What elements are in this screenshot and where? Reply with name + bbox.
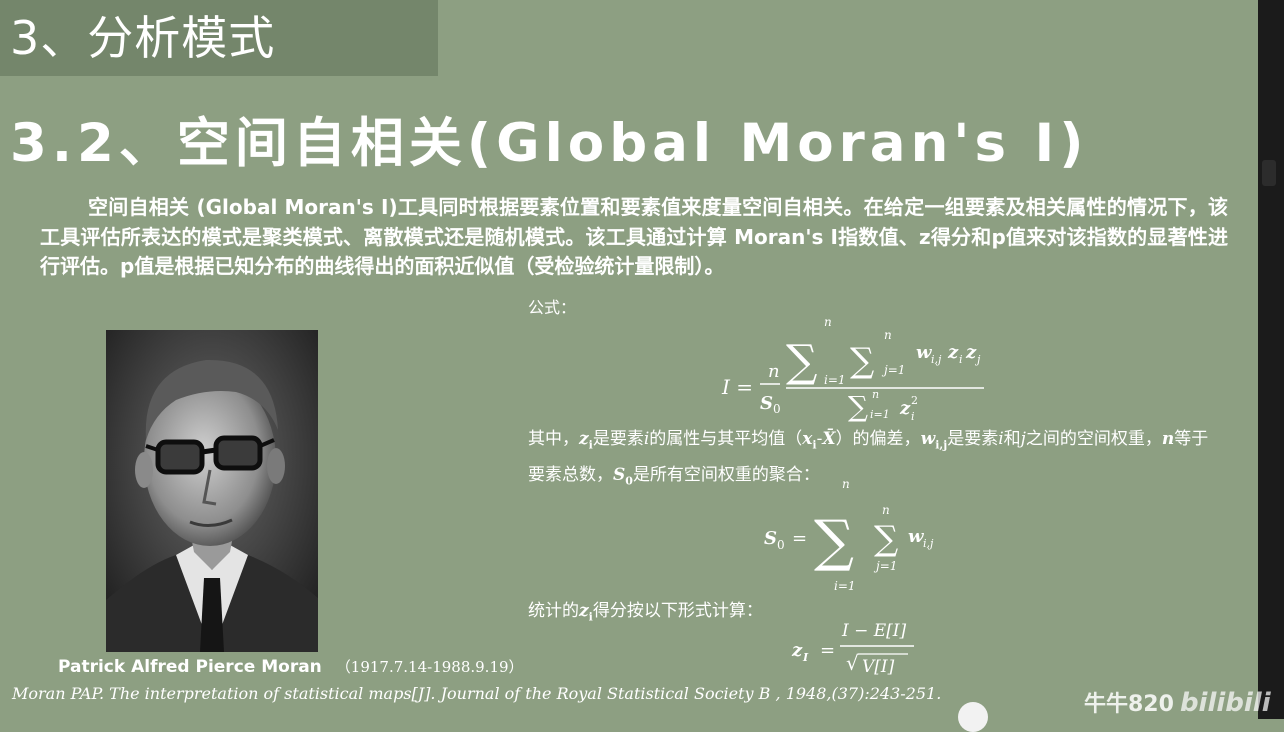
moran-den-sup: n [872,388,879,401]
moran-sum-j: ∑ [850,341,874,381]
moran-zi: z [947,342,959,363]
caption-dates: （1917.7.14-1988.9.19） [335,658,524,676]
moran-zj: z [965,342,977,363]
moran-n: n [768,361,780,382]
moran-den-z: z [899,398,911,419]
moran-zi-sub: i [959,353,963,366]
moran-den-sub: i=1 [870,408,890,421]
moran-zj-sub: j [974,353,981,366]
watermark-user: 牛牛820 [1084,692,1174,717]
window-edge [1258,0,1284,719]
reference-citation: Moran PAP. The interpretation of statist… [12,684,942,703]
cursor-dot [958,702,988,732]
s0-w: w [908,526,925,547]
s0-sum-j: ∑ [874,519,898,559]
moran-w-sub: i,j [931,353,942,366]
s0-sum-i-sup: n [842,477,850,491]
z-sqrt: √ [846,651,859,675]
moran-sum-j-sub: j=1 [881,363,905,377]
z-eq: = [820,640,835,661]
z-lhs: z [791,640,803,661]
s0-sum-j-sub: j=1 [873,559,897,573]
moran-lhs: I = [721,375,753,399]
moran-den-z-sup: 2 [911,394,918,407]
formula-label: 公式： [528,298,577,317]
moran-s: S [760,393,773,414]
moran-w: w [916,342,933,363]
z-lhs-sub: I [802,651,809,664]
s0-w-sub: i,j [923,537,934,550]
moran-s-sub: 0 [773,402,781,416]
z-num: I − E[I] [841,621,907,641]
moran-sum-i-sup: n [824,315,832,329]
caption-name: Patrick Alfred Pierce Moran [58,657,322,677]
s0-lhs-sub: 0 [777,538,785,552]
bilibili-logo: bilibili [1179,688,1271,718]
zscore-formula: z I = I − E[I] √ V[I] [791,621,914,677]
scroll-handle[interactable] [1262,160,1276,186]
watermark: 牛牛820 bilibili [1084,686,1271,718]
s0-formula: S 0 = ∑ n i=1 ∑ n j=1 w i,j [764,477,934,593]
z-den: V[I] [862,657,895,677]
slide-heading: 3.2、空间自相关(Global Moran's I) [10,113,1089,174]
s0-sum-i: ∑ [814,509,854,574]
moran-sum-i: ∑ [786,336,817,387]
zscore-label: 统计的zi得分按以下形式计算： [528,601,763,624]
portrait-drawing [106,330,318,652]
s0-sum-j-sup: n [882,503,890,517]
moran-portrait [106,330,318,652]
moran-den-sum: ∑ [848,390,868,423]
s0-eq: = [792,528,807,549]
description-paragraph: 空间自相关 (Global Moran's I)工具同时根据要素位置和要素值来度… [40,195,1228,278]
moran-sum-j-sup: n [884,328,892,342]
s0-sum-i-sub: i=1 [834,579,856,593]
section-title: 3、分析模式 [10,11,276,65]
moran-den-z-sub: i [911,410,915,423]
formula-description: 其中，zi是要素i的属性与其平均值（xi-X̄）的偏差，wi,j是要素i和j之间… [528,429,1209,488]
moran-sum-i-sub: i=1 [824,373,846,387]
portrait-caption: Patrick Alfred Pierce Moran （1917.7.14-19… [58,656,524,677]
section-title-bar: 3、分析模式 [0,0,438,76]
moran-formula: I = n S 0 ∑ n i=1 ∑ n j=1 w i,j z i z j … [721,315,984,423]
s0-lhs: S [764,528,777,549]
